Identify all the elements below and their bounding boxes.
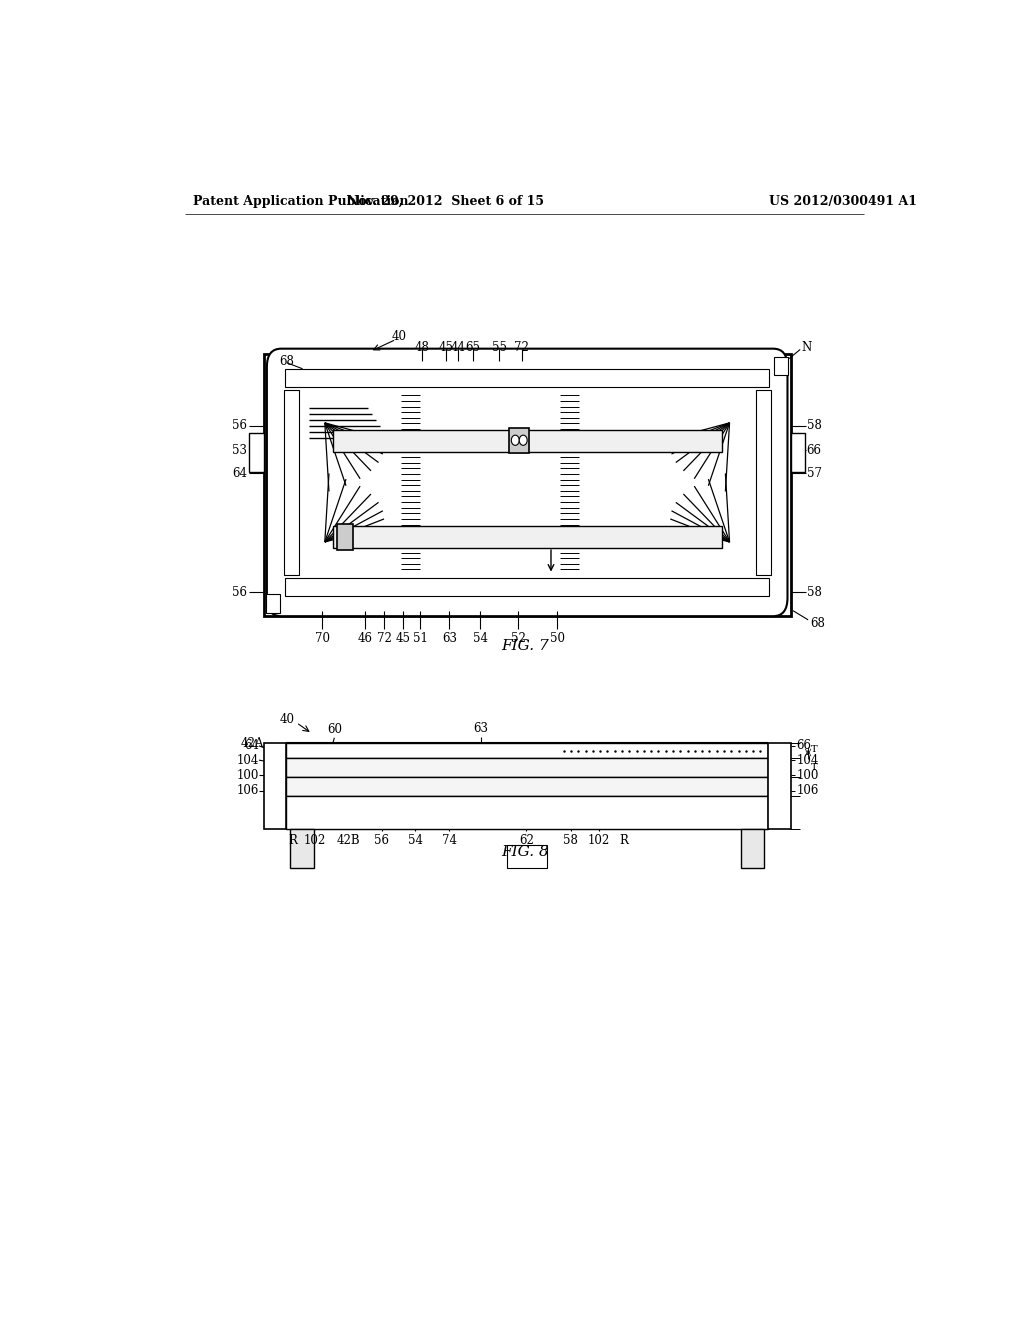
Text: 106: 106 bbox=[237, 784, 259, 797]
Bar bbox=[768, 743, 791, 829]
Text: 53: 53 bbox=[232, 444, 247, 457]
Bar bbox=[337, 524, 352, 549]
Bar bbox=[284, 391, 299, 574]
Text: 102: 102 bbox=[588, 834, 609, 847]
Bar bbox=[507, 845, 547, 869]
Bar bbox=[286, 777, 768, 796]
Text: 58: 58 bbox=[807, 586, 821, 599]
Bar bbox=[333, 429, 722, 451]
Bar bbox=[774, 356, 788, 375]
Bar bbox=[290, 829, 313, 869]
Text: 63: 63 bbox=[442, 632, 457, 645]
Bar bbox=[285, 370, 769, 387]
Text: 100: 100 bbox=[797, 768, 818, 781]
Text: 70: 70 bbox=[315, 632, 330, 645]
Bar bbox=[264, 743, 286, 829]
Bar bbox=[285, 578, 769, 595]
Text: 68: 68 bbox=[811, 618, 825, 631]
Text: US 2012/0300491 A1: US 2012/0300491 A1 bbox=[769, 194, 918, 207]
Text: 64: 64 bbox=[244, 739, 259, 752]
Text: N: N bbox=[801, 341, 811, 354]
Bar bbox=[266, 594, 281, 612]
Text: 106: 106 bbox=[797, 784, 818, 797]
Text: 60: 60 bbox=[327, 723, 342, 735]
Bar bbox=[286, 743, 768, 759]
Text: 40: 40 bbox=[280, 713, 294, 726]
Text: 65: 65 bbox=[466, 341, 480, 354]
Text: 104: 104 bbox=[237, 754, 259, 767]
Text: Nov. 29, 2012  Sheet 6 of 15: Nov. 29, 2012 Sheet 6 of 15 bbox=[347, 194, 544, 207]
Text: 54: 54 bbox=[473, 632, 487, 645]
Text: 62: 62 bbox=[519, 834, 534, 847]
Text: 45: 45 bbox=[438, 341, 454, 354]
Text: T: T bbox=[811, 746, 817, 755]
Circle shape bbox=[511, 436, 519, 445]
Bar bbox=[740, 829, 765, 869]
Text: 51: 51 bbox=[413, 632, 427, 645]
Text: 50: 50 bbox=[550, 632, 565, 645]
Text: 52: 52 bbox=[511, 632, 526, 645]
Text: 57: 57 bbox=[807, 467, 821, 480]
Text: 48: 48 bbox=[414, 341, 429, 354]
Text: 72: 72 bbox=[377, 632, 392, 645]
Text: 55: 55 bbox=[492, 341, 507, 354]
Text: 74: 74 bbox=[442, 834, 457, 847]
Text: 66: 66 bbox=[797, 739, 811, 752]
Text: 63: 63 bbox=[474, 722, 488, 735]
Text: 56: 56 bbox=[375, 834, 389, 847]
Text: 102: 102 bbox=[303, 834, 326, 847]
Text: 44: 44 bbox=[451, 341, 466, 354]
Bar bbox=[791, 433, 805, 471]
Text: 58: 58 bbox=[807, 420, 821, 432]
Text: 68: 68 bbox=[279, 355, 294, 368]
Text: 40: 40 bbox=[392, 330, 407, 343]
Text: 64: 64 bbox=[232, 467, 247, 480]
Text: R: R bbox=[289, 834, 298, 847]
Text: 66: 66 bbox=[807, 444, 821, 457]
Text: FIG. 8: FIG. 8 bbox=[501, 845, 549, 858]
Text: 54: 54 bbox=[408, 834, 423, 847]
Bar bbox=[333, 527, 722, 549]
Bar bbox=[509, 428, 529, 453]
FancyBboxPatch shape bbox=[267, 348, 787, 616]
Text: 46: 46 bbox=[357, 632, 373, 645]
Bar bbox=[286, 796, 768, 829]
Text: 104: 104 bbox=[797, 754, 818, 767]
Text: R: R bbox=[620, 834, 629, 847]
Text: 100: 100 bbox=[237, 768, 259, 781]
Text: 45: 45 bbox=[396, 632, 411, 645]
Bar bbox=[250, 433, 264, 471]
Text: T: T bbox=[811, 763, 817, 772]
Text: 42A: 42A bbox=[241, 738, 264, 750]
Text: 56: 56 bbox=[232, 420, 247, 432]
Bar bbox=[286, 759, 768, 777]
Bar bbox=[756, 391, 771, 574]
Text: 58: 58 bbox=[563, 834, 579, 847]
Text: 72: 72 bbox=[514, 341, 529, 354]
Circle shape bbox=[519, 436, 527, 445]
Text: 42B: 42B bbox=[337, 834, 360, 847]
Bar bbox=[264, 354, 791, 615]
Text: Patent Application Publication: Patent Application Publication bbox=[194, 194, 409, 207]
Text: FIG. 7: FIG. 7 bbox=[501, 639, 549, 653]
Text: 56: 56 bbox=[232, 586, 247, 599]
